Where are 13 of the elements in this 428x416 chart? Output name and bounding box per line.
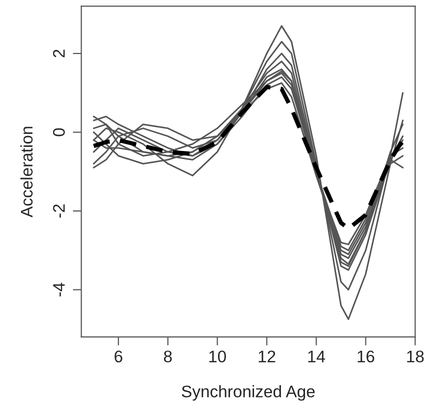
y-tick-label: -2 bbox=[53, 204, 65, 218]
x-tick-label: 18 bbox=[407, 350, 424, 362]
x-tick-label: 12 bbox=[258, 350, 276, 362]
y-axis-title: Acceleration bbox=[20, 126, 33, 218]
x-tick-label: 16 bbox=[358, 350, 374, 362]
x-tick-label: 8 bbox=[164, 350, 172, 362]
x-axis-title: Synchronized Age bbox=[182, 385, 315, 401]
y-tick-label: 2 bbox=[53, 50, 65, 58]
y-tick-label: 0 bbox=[53, 128, 65, 136]
x-tick-label: 6 bbox=[114, 350, 122, 362]
x-tick-label: 14 bbox=[308, 350, 326, 362]
y-tick-label: -4 bbox=[53, 282, 65, 296]
x-tick-label: 10 bbox=[209, 350, 226, 362]
